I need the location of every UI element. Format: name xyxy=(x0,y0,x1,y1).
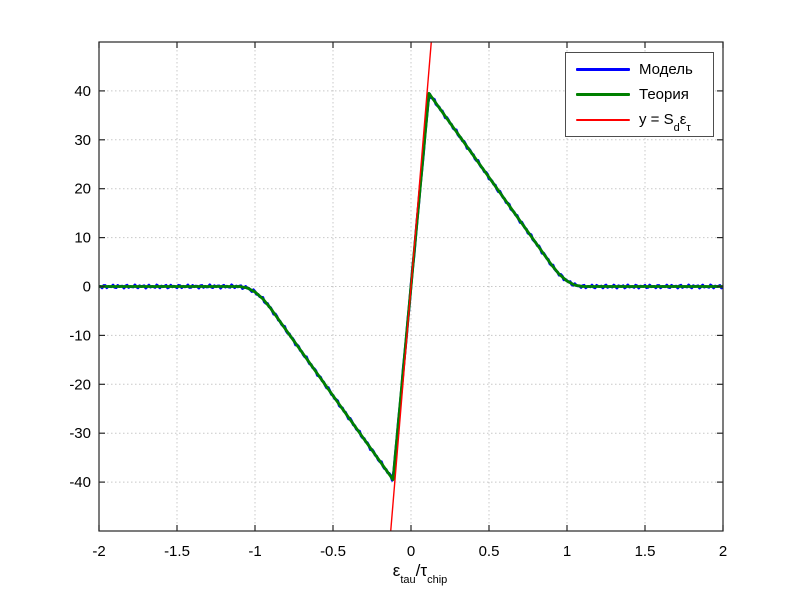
y-tick-label: 20 xyxy=(74,181,91,198)
legend-row-model: Модель xyxy=(576,62,705,77)
x-tick-label: 0 xyxy=(407,543,415,560)
xlabel-sub-tau: tau xyxy=(400,574,416,587)
legend-fit-sub1: d xyxy=(673,122,680,134)
xlabel-sub-chip: chip xyxy=(427,574,448,587)
legend-label-fit: y = Sdετ xyxy=(639,111,691,134)
legend-line-theory xyxy=(576,93,630,96)
x-tick-label: 1.5 xyxy=(635,543,656,560)
x-tick-label: -1 xyxy=(248,543,261,560)
fit-line xyxy=(390,42,432,531)
y-tick-label: -40 xyxy=(69,474,91,491)
legend-box: Модель Теория y = Sdετ xyxy=(565,52,714,137)
x-tick-label: -1.5 xyxy=(164,543,190,560)
y-tick-label: 10 xyxy=(74,230,91,247)
y-tick-label: 30 xyxy=(74,132,91,149)
tick-marks xyxy=(98,42,724,531)
legend-fit-pre: y = S xyxy=(639,111,674,128)
x-tick-label: 0.5 xyxy=(479,543,500,560)
legend-fit-sub2: τ xyxy=(686,122,691,134)
legend-row-theory: Теория xyxy=(576,87,705,102)
legend-label-model: Модель xyxy=(639,61,693,78)
y-tick-label: -20 xyxy=(69,376,91,393)
y-tick-label: -30 xyxy=(69,425,91,442)
y-tick-label: -10 xyxy=(69,327,91,344)
legend-row-fit: y = Sdετ xyxy=(576,111,705,134)
x-axis-label: εtau/τchip xyxy=(392,561,448,586)
x-tick-labels: -2 -1.5 -1 -0.5 0 0.5 1 1.5 2 xyxy=(92,543,727,560)
legend-line-fit xyxy=(576,118,630,121)
y-tick-labels: -40 -30 -20 -10 0 10 20 30 40 xyxy=(69,83,91,491)
xlabel-slash-tau: /τ xyxy=(415,561,428,580)
legend-label-theory: Теория xyxy=(639,86,689,103)
curves xyxy=(99,42,723,531)
legend-line-model xyxy=(576,68,630,71)
y-tick-label: 40 xyxy=(74,83,91,100)
legend-fit-mid: ε xyxy=(679,111,687,128)
y-tick-label: 0 xyxy=(83,279,91,296)
x-tick-label: 1 xyxy=(563,543,571,560)
x-tick-label: 2 xyxy=(719,543,727,560)
xlabel-epsilon: ε xyxy=(392,561,401,580)
x-tick-label: -2 xyxy=(92,543,105,560)
x-tick-label: -0.5 xyxy=(320,543,346,560)
